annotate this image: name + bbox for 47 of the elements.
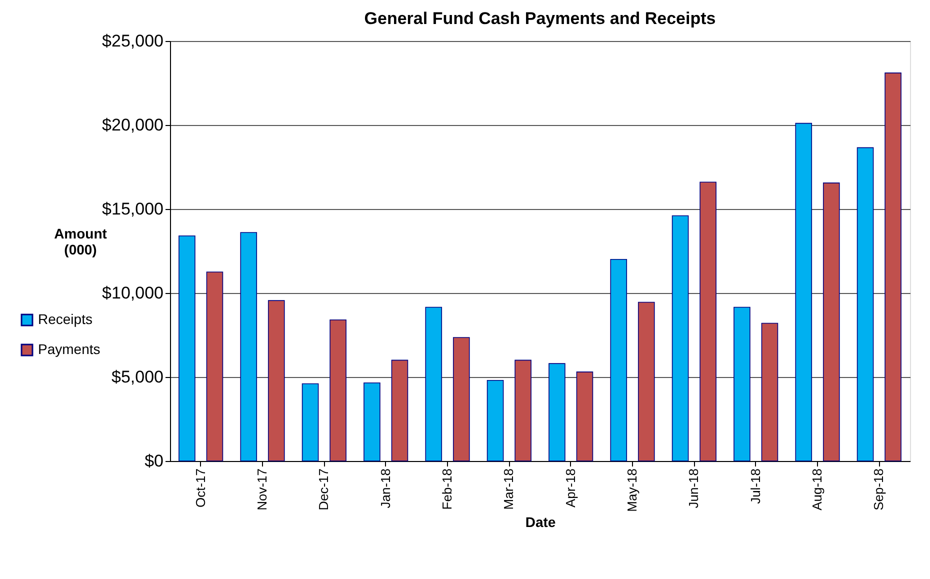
x-tick-label: Dec-17 (316, 468, 332, 510)
bar (610, 259, 628, 462)
bar (514, 360, 532, 462)
y-tick-label: $20,000 (102, 116, 164, 134)
y-tick-label: $5,000 (112, 368, 164, 386)
x-tick-label: Sep-18 (871, 468, 886, 510)
bar (330, 319, 346, 462)
bar (178, 235, 196, 462)
y-tick-label: $0 (144, 452, 164, 470)
x-tick-label: Jun-18 (686, 468, 702, 508)
x-tick-label: Apr-18 (562, 468, 578, 508)
y-tick-label: $10,000 (102, 284, 164, 302)
x-axis-title: Date (525, 514, 556, 530)
bar (856, 147, 874, 462)
x-tick-label: Jul-18 (748, 468, 763, 504)
bar (452, 337, 470, 462)
bar (795, 122, 812, 462)
bar (734, 306, 750, 462)
bar (302, 383, 319, 462)
bar (391, 360, 408, 462)
bar (761, 322, 778, 462)
chart-title: General Fund Cash Payments and Receipts (364, 9, 716, 28)
y-axis-title: Amount (000) (54, 226, 108, 258)
bar (884, 72, 902, 462)
bar (638, 302, 655, 462)
bar (822, 182, 840, 462)
legend-label: Receipts (38, 311, 92, 327)
y-tick-label: $15,000 (102, 200, 164, 218)
x-tick-label: Oct-17 (192, 468, 208, 508)
bar (576, 372, 594, 462)
bar (206, 272, 224, 462)
legend-label: Payments (38, 341, 100, 357)
bar (700, 182, 716, 462)
bar (364, 382, 380, 462)
bar (486, 380, 504, 462)
x-tick-label: Nov-17 (254, 468, 270, 510)
x-tick-label: Jan-18 (378, 468, 393, 508)
bar (672, 215, 689, 462)
bar (240, 232, 258, 462)
x-tick-label: Feb-18 (440, 468, 454, 510)
x-tick-label: Aug-18 (810, 468, 824, 510)
x-tick-label: Mar-18 (501, 468, 516, 510)
bar (268, 300, 285, 462)
bar (548, 363, 566, 462)
bar (425, 306, 442, 462)
y-tick-label: $25,000 (102, 32, 164, 50)
x-tick-label: May-18 (624, 468, 640, 512)
